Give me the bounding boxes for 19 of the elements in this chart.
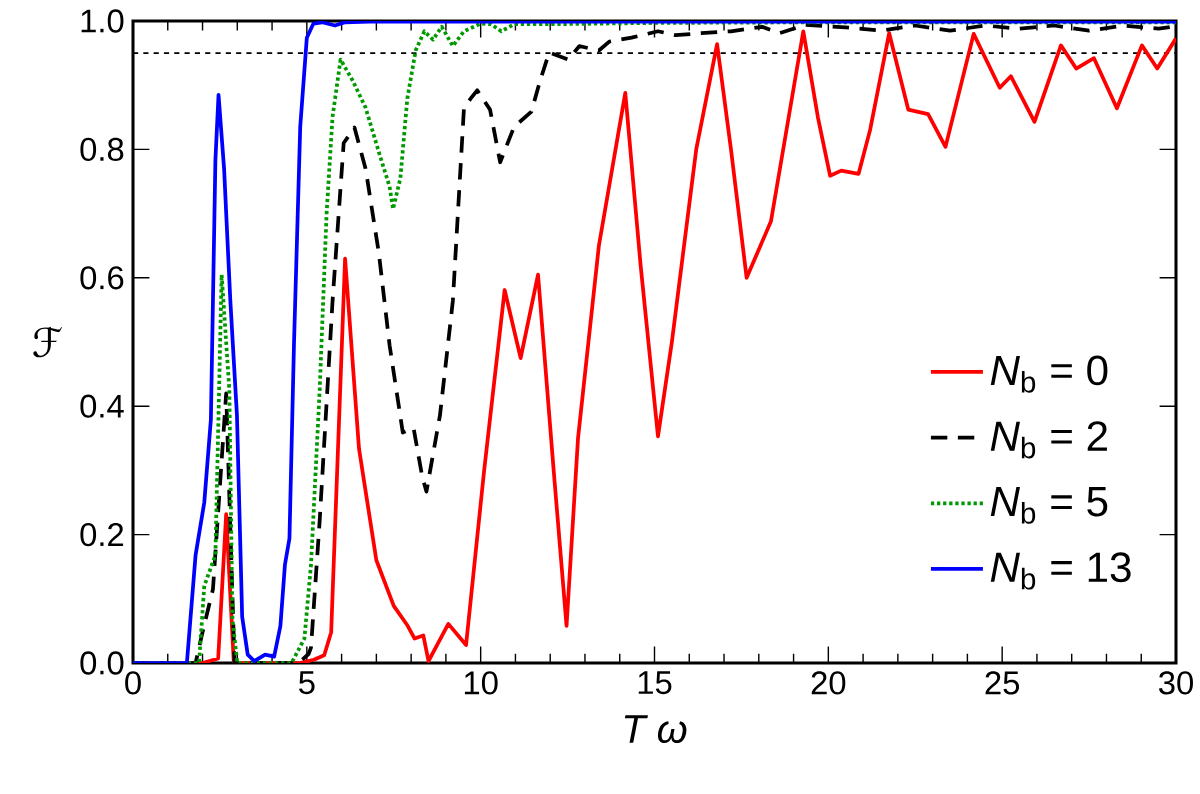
y-tick-label: 1.0 [81, 9, 124, 33]
legend-label: N$_{b}$ = 5 [990, 487, 1108, 524]
y-tick-label: 0.8 [80, 137, 124, 162]
x-tick-label: 10 [464, 671, 498, 695]
x-tick-label: 0 [125, 671, 141, 695]
legend-label: N$_{b}$ = 13 [990, 552, 1131, 590]
y-tick-label: 0.6 [80, 266, 124, 290]
x-tick-label: 30 [1159, 671, 1193, 695]
y-tick-label: 0.2 [80, 522, 124, 547]
y-tick-label: 0.4 [80, 394, 124, 418]
x-tick-label: 15 [638, 671, 672, 695]
x-tick-label: 20 [811, 671, 846, 695]
x-tick-label: 5 [299, 671, 315, 695]
y-tick-label: 0.0 [80, 651, 124, 675]
x-axis-title: T ω [624, 715, 687, 744]
legend-label: N$_{b}$ = 2 [990, 421, 1107, 459]
y-axis-title: ℱ [33, 326, 62, 358]
x-tick-label: 25 [985, 671, 1020, 695]
legend-label: N$_{b}$ = 0 [990, 355, 1108, 393]
